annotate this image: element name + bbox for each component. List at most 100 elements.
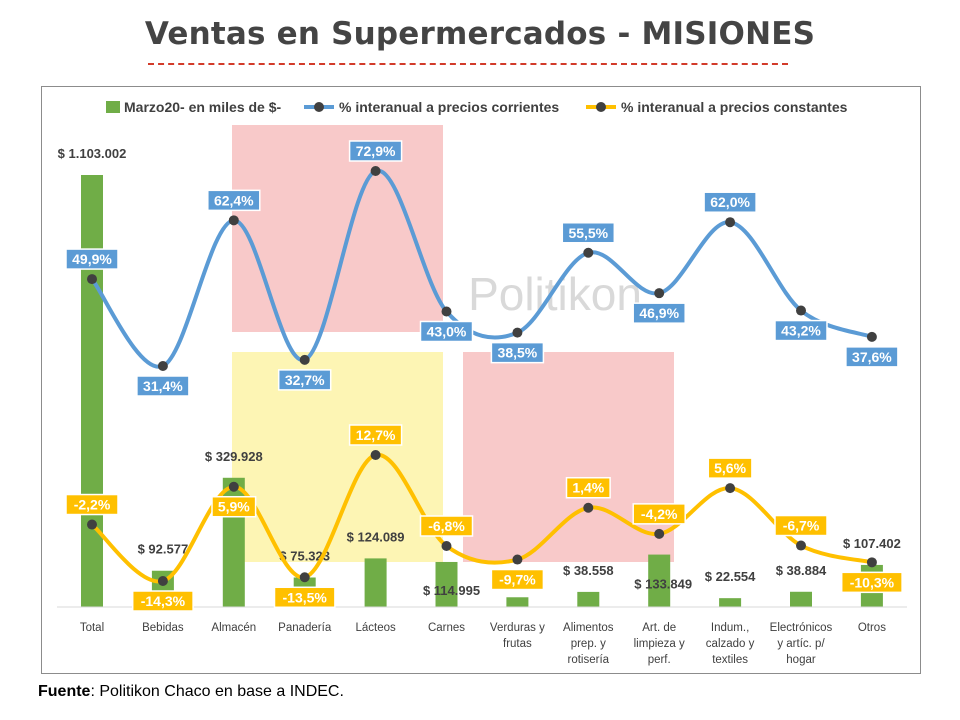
x-label-9: Indum., calzado y textiles — [706, 622, 755, 666]
label-nominal-10: 43,2% — [781, 323, 821, 339]
bar-label-9: $ 22.554 — [705, 569, 756, 584]
label-real-11: -10,3% — [850, 574, 895, 590]
title-underline — [148, 63, 788, 65]
point-real-4 — [370, 450, 381, 460]
label-real-8: -4,2% — [641, 506, 678, 522]
label-real-0: -2,2% — [74, 497, 111, 513]
bar-label-10: $ 38.884 — [776, 563, 827, 578]
x-label-line: Verduras y — [490, 622, 545, 634]
x-label-line: Electrónicos — [770, 622, 833, 634]
x-label-5: Carnes — [428, 622, 465, 634]
bar-label-3: $ 75.323 — [279, 548, 330, 563]
x-label-line: textiles — [712, 654, 748, 666]
point-nominal-11 — [866, 331, 877, 342]
bar-6 — [506, 597, 529, 607]
point-real-3 — [299, 572, 310, 583]
x-label-line: hogar — [786, 654, 816, 666]
label-nominal-4: 72,9% — [356, 143, 396, 159]
label-box-real-7 — [565, 476, 611, 499]
x-label-8: Art. de limpieza y perf. — [634, 622, 685, 666]
point-nominal-4 — [370, 166, 381, 176]
label-box-nominal-9 — [703, 191, 757, 213]
x-label-line: rotisería — [568, 654, 610, 666]
label-box-nominal-5 — [419, 320, 474, 343]
legend-label-bars: Marzo20- en miles de $- — [124, 99, 282, 115]
label-box-real-3 — [273, 586, 336, 609]
label-box-nominal-4 — [348, 140, 403, 162]
point-real-1 — [157, 576, 168, 586]
point-real-10 — [796, 540, 806, 551]
label-box-real-1 — [131, 590, 194, 612]
label-box-nominal-3 — [277, 369, 332, 391]
point-nominal-2 — [228, 215, 239, 226]
label-nominal-11: 37,6% — [852, 349, 892, 365]
label-real-1: -14,3% — [141, 593, 186, 609]
point-nominal-7 — [583, 247, 594, 258]
x-label-line: Indum., — [711, 622, 749, 634]
point-real-8 — [654, 528, 665, 539]
point-real-11 — [866, 557, 877, 568]
label-real-3: -13,5% — [283, 589, 328, 605]
label-nominal-2: 62,4% — [214, 192, 254, 208]
legend-swatch-bars — [106, 101, 120, 113]
label-real-5: -6,8% — [428, 518, 465, 534]
highlight-zones — [232, 125, 674, 562]
point-real-7 — [583, 502, 594, 513]
x-label-line: frutas — [503, 638, 532, 650]
x-label-line: Carnes — [428, 622, 465, 634]
legend-marker-nominal — [314, 102, 324, 112]
point-real-9 — [725, 483, 736, 494]
label-box-real-11 — [840, 571, 903, 594]
x-label-line: Panadería — [278, 622, 332, 634]
label-box-nominal-10 — [774, 319, 828, 342]
label-real-2: 5,9% — [218, 499, 250, 515]
bar-label-1: $ 92.577 — [138, 542, 189, 557]
point-nominal-0 — [87, 274, 97, 285]
x-label-line: perf. — [648, 654, 671, 666]
x-label-line: Alimentos — [563, 622, 614, 634]
legend: Marzo20- en miles de $- % interanual a pr… — [106, 99, 848, 115]
highlight-zone-red-1 — [232, 125, 443, 332]
label-box-real-8 — [632, 503, 686, 525]
bar-label-0: $ 1.103.002 — [58, 146, 127, 161]
point-nominal-6 — [512, 327, 523, 338]
label-box-real-9 — [707, 457, 753, 479]
x-axis-labels: Total Bebidas Almacén Panadería Lácteos Carne… — [80, 622, 886, 666]
point-nominal-5 — [441, 306, 452, 317]
x-label-3: Panadería — [278, 622, 332, 634]
highlight-zone-red-2 — [463, 352, 674, 562]
x-label-line: prep. y — [571, 638, 606, 650]
point-real-6 — [512, 554, 523, 565]
label-box-real-6 — [490, 568, 545, 591]
label-box-real-4 — [348, 424, 403, 446]
point-real-5 — [441, 541, 452, 551]
label-nominal-0: 49,9% — [72, 251, 112, 267]
source-note: Fuente: Politikon Chaco en base a INDEC. — [38, 683, 344, 701]
highlight-zone-yellow — [232, 352, 443, 562]
label-nominal-8: 46,9% — [639, 305, 679, 321]
source-label: Fuente — [38, 683, 91, 700]
label-real-6: -9,7% — [499, 572, 536, 588]
x-label-line: limpieza y — [634, 638, 685, 650]
bar-8 — [648, 554, 671, 607]
point-nominal-8 — [654, 288, 665, 299]
label-box-nominal-6 — [490, 341, 545, 364]
x-label-10: Electrónicos y artíc. p/hogar — [770, 622, 833, 666]
label-box-real-0 — [65, 493, 119, 516]
legend-label-real: % interanual a precios constantes — [621, 99, 848, 115]
point-real-0 — [87, 519, 97, 530]
x-label-line: Total — [80, 622, 104, 634]
bar-7 — [577, 591, 600, 607]
label-nominal-6: 38,5% — [498, 345, 538, 361]
legend-label-nominal: % interanual a precios corrientes — [339, 99, 559, 115]
x-label-line: Lácteos — [355, 622, 396, 634]
x-label-7: Alimentos prep. y rotisería — [563, 622, 614, 666]
x-label-4: Lácteos — [355, 622, 396, 634]
label-nominal-3: 32,7% — [285, 372, 325, 388]
percent-labels: 49,9% 31,4% 62,4% 32,7% 72,9% 43,0% 38,5% 55,5%… — [65, 140, 903, 612]
bar-label-7: $ 38.558 — [563, 563, 614, 578]
x-label-0: Total — [80, 622, 104, 634]
bar-10 — [790, 591, 812, 607]
label-box-real-5 — [419, 515, 474, 537]
x-label-line: calzado y — [706, 638, 755, 650]
